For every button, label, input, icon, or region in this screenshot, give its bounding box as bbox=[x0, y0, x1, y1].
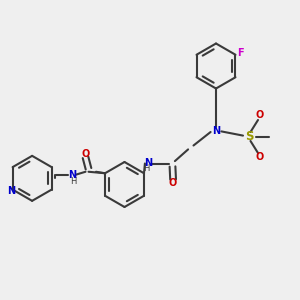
Text: N: N bbox=[7, 186, 15, 196]
Text: H: H bbox=[70, 177, 77, 186]
Text: H: H bbox=[143, 164, 149, 173]
Text: O: O bbox=[255, 152, 264, 163]
Text: O: O bbox=[169, 178, 177, 188]
Text: O: O bbox=[255, 110, 264, 121]
Text: S: S bbox=[245, 130, 253, 143]
Text: N: N bbox=[212, 125, 220, 136]
Text: O: O bbox=[81, 149, 90, 159]
Text: N: N bbox=[144, 158, 153, 169]
Text: N: N bbox=[68, 170, 76, 180]
Text: F: F bbox=[238, 48, 244, 58]
